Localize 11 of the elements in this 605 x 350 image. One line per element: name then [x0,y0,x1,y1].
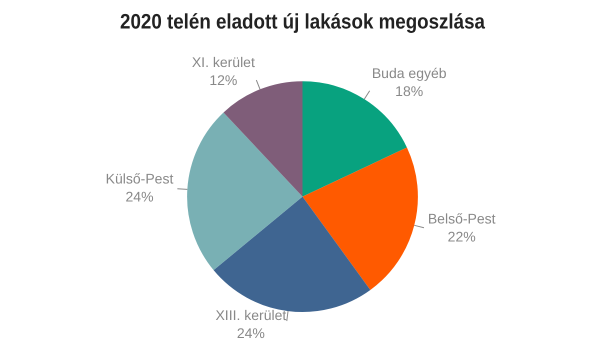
chart-title: 2020 telén eladott új lakások megoszlása [120,10,486,34]
data-label: 24% [236,324,265,341]
slice-label: Belső-Pest [428,210,496,227]
data-label: 12% [209,72,238,88]
slice-label: XI. kerület [192,54,255,70]
data-label: 18% [395,83,424,100]
data-label: 22% [448,228,476,245]
slice-label: XIII. kerület [215,306,286,323]
slice-label: Külső-Pest [106,170,174,186]
slice-label: Buda egyéb [372,65,447,82]
data-label: 24% [125,188,154,204]
